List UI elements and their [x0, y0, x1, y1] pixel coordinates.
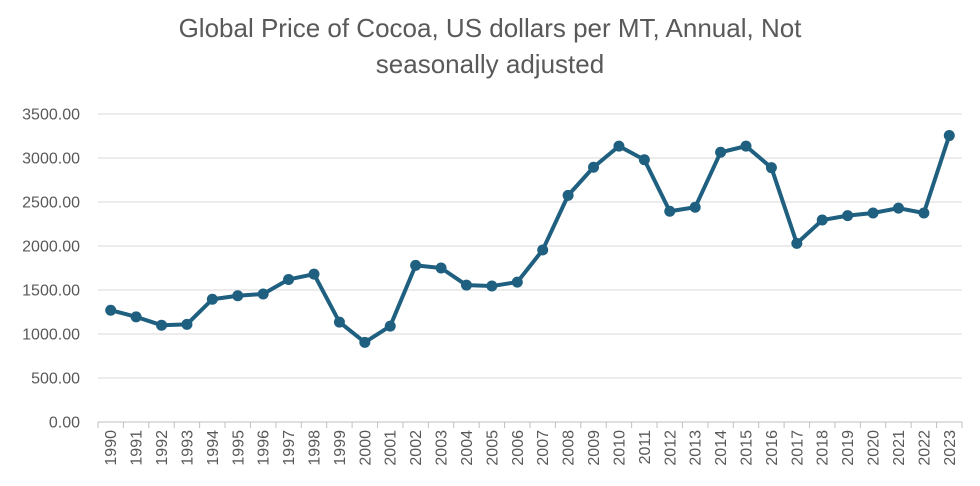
y-tick-label: 3000.00: [22, 151, 80, 168]
x-tick-label: 2013: [688, 430, 705, 466]
data-point: [486, 280, 498, 292]
data-point: [156, 319, 168, 331]
x-tick-label: 2002: [408, 430, 425, 466]
data-point: [410, 259, 422, 271]
y-tick-label: 1500.00: [22, 283, 80, 300]
x-tick-label: 1992: [154, 430, 171, 466]
x-tick-label: 1994: [205, 430, 222, 466]
gridlines: [97, 113, 963, 428]
data-point: [181, 318, 193, 330]
x-tick-label: 2006: [510, 430, 527, 466]
x-tick-label: 2009: [586, 430, 603, 466]
x-tick-label: 2016: [764, 430, 781, 466]
x-axis-tick-labels: 1990 1991 1992 1993 1994 1995 1996 1997 1998 1999…: [103, 430, 959, 466]
data-point: [283, 273, 295, 285]
y-tick-label: 1000.00: [22, 327, 80, 344]
data-point: [715, 146, 727, 158]
x-tick-label: 2014: [713, 430, 730, 466]
x-tick-label: 2008: [561, 430, 578, 466]
data-point: [232, 290, 244, 302]
x-tick-label: 1996: [256, 430, 273, 466]
x-tick-label: 2004: [459, 430, 476, 466]
data-point: [943, 130, 955, 142]
data-point: [664, 205, 676, 217]
x-tick-label: 1998: [307, 430, 324, 466]
x-tick-label: 1991: [129, 430, 146, 466]
data-point: [689, 201, 701, 213]
data-point: [359, 336, 371, 348]
x-tick-label: 2015: [739, 430, 756, 466]
x-tick-label: 1995: [230, 430, 247, 466]
data-point: [842, 210, 854, 222]
y-tick-label: 0.00: [49, 415, 80, 432]
y-tick-label: 500.00: [31, 371, 80, 388]
x-tick-label: 1999: [332, 430, 349, 466]
data-point: [867, 207, 879, 219]
data-point: [308, 268, 320, 280]
chart-title: Global Price of Cocoa, US dollars per MT…: [0, 10, 980, 82]
x-tick-label: 2019: [840, 430, 857, 466]
x-tick-label: 2007: [535, 430, 552, 466]
data-point: [918, 207, 930, 219]
x-tick-label: 1990: [103, 430, 120, 466]
data-point: [816, 214, 828, 226]
data-point: [460, 279, 472, 291]
data-point: [333, 316, 345, 328]
x-tick-label: 2010: [611, 430, 628, 466]
x-tick-label: 2017: [789, 430, 806, 466]
data-point: [740, 140, 752, 152]
data-point: [638, 154, 650, 166]
data-point: [892, 202, 904, 214]
data-point: [588, 161, 600, 173]
y-axis-tick-labels: 0.00 500.00 1000.00 1500.00 2000.00 2500.00 30…: [22, 107, 80, 432]
x-tick-label: 1997: [281, 430, 298, 466]
x-tick-label: 2012: [662, 430, 679, 466]
y-tick-label: 2000.00: [22, 239, 80, 256]
series-line: [108, 133, 952, 345]
x-tick-label: 2003: [434, 430, 451, 466]
x-tick-label: 1993: [179, 430, 196, 466]
x-tick-label: 2020: [866, 430, 883, 466]
data-point: [130, 311, 142, 323]
x-tick-label: 2005: [484, 430, 501, 466]
x-tick-label: 2023: [942, 430, 959, 466]
data-point: [537, 244, 549, 256]
data-point: [257, 288, 269, 300]
x-tick-label: 2001: [383, 430, 400, 466]
data-point: [613, 140, 625, 152]
data-point: [435, 262, 447, 274]
data-point: [791, 237, 803, 249]
x-tick-label: 2018: [815, 430, 832, 466]
data-point: [105, 304, 117, 316]
x-tick-label: 2011: [637, 430, 654, 465]
x-tick-label: 2022: [916, 430, 933, 466]
y-tick-label: 2500.00: [22, 195, 80, 212]
series-layer: [105, 130, 955, 348]
data-point: [511, 276, 523, 288]
data-point: [765, 162, 777, 174]
chart-title-line-1: Global Price of Cocoa, US dollars per MT…: [178, 13, 802, 43]
data-point: [384, 320, 396, 332]
x-tick-label: 2000: [357, 430, 374, 466]
data-point: [562, 189, 574, 201]
y-tick-label: 3500.00: [22, 107, 80, 124]
data-point: [206, 293, 218, 305]
chart-title-line-2: seasonally adjusted: [375, 49, 605, 79]
x-tick-label: 2021: [891, 430, 908, 466]
